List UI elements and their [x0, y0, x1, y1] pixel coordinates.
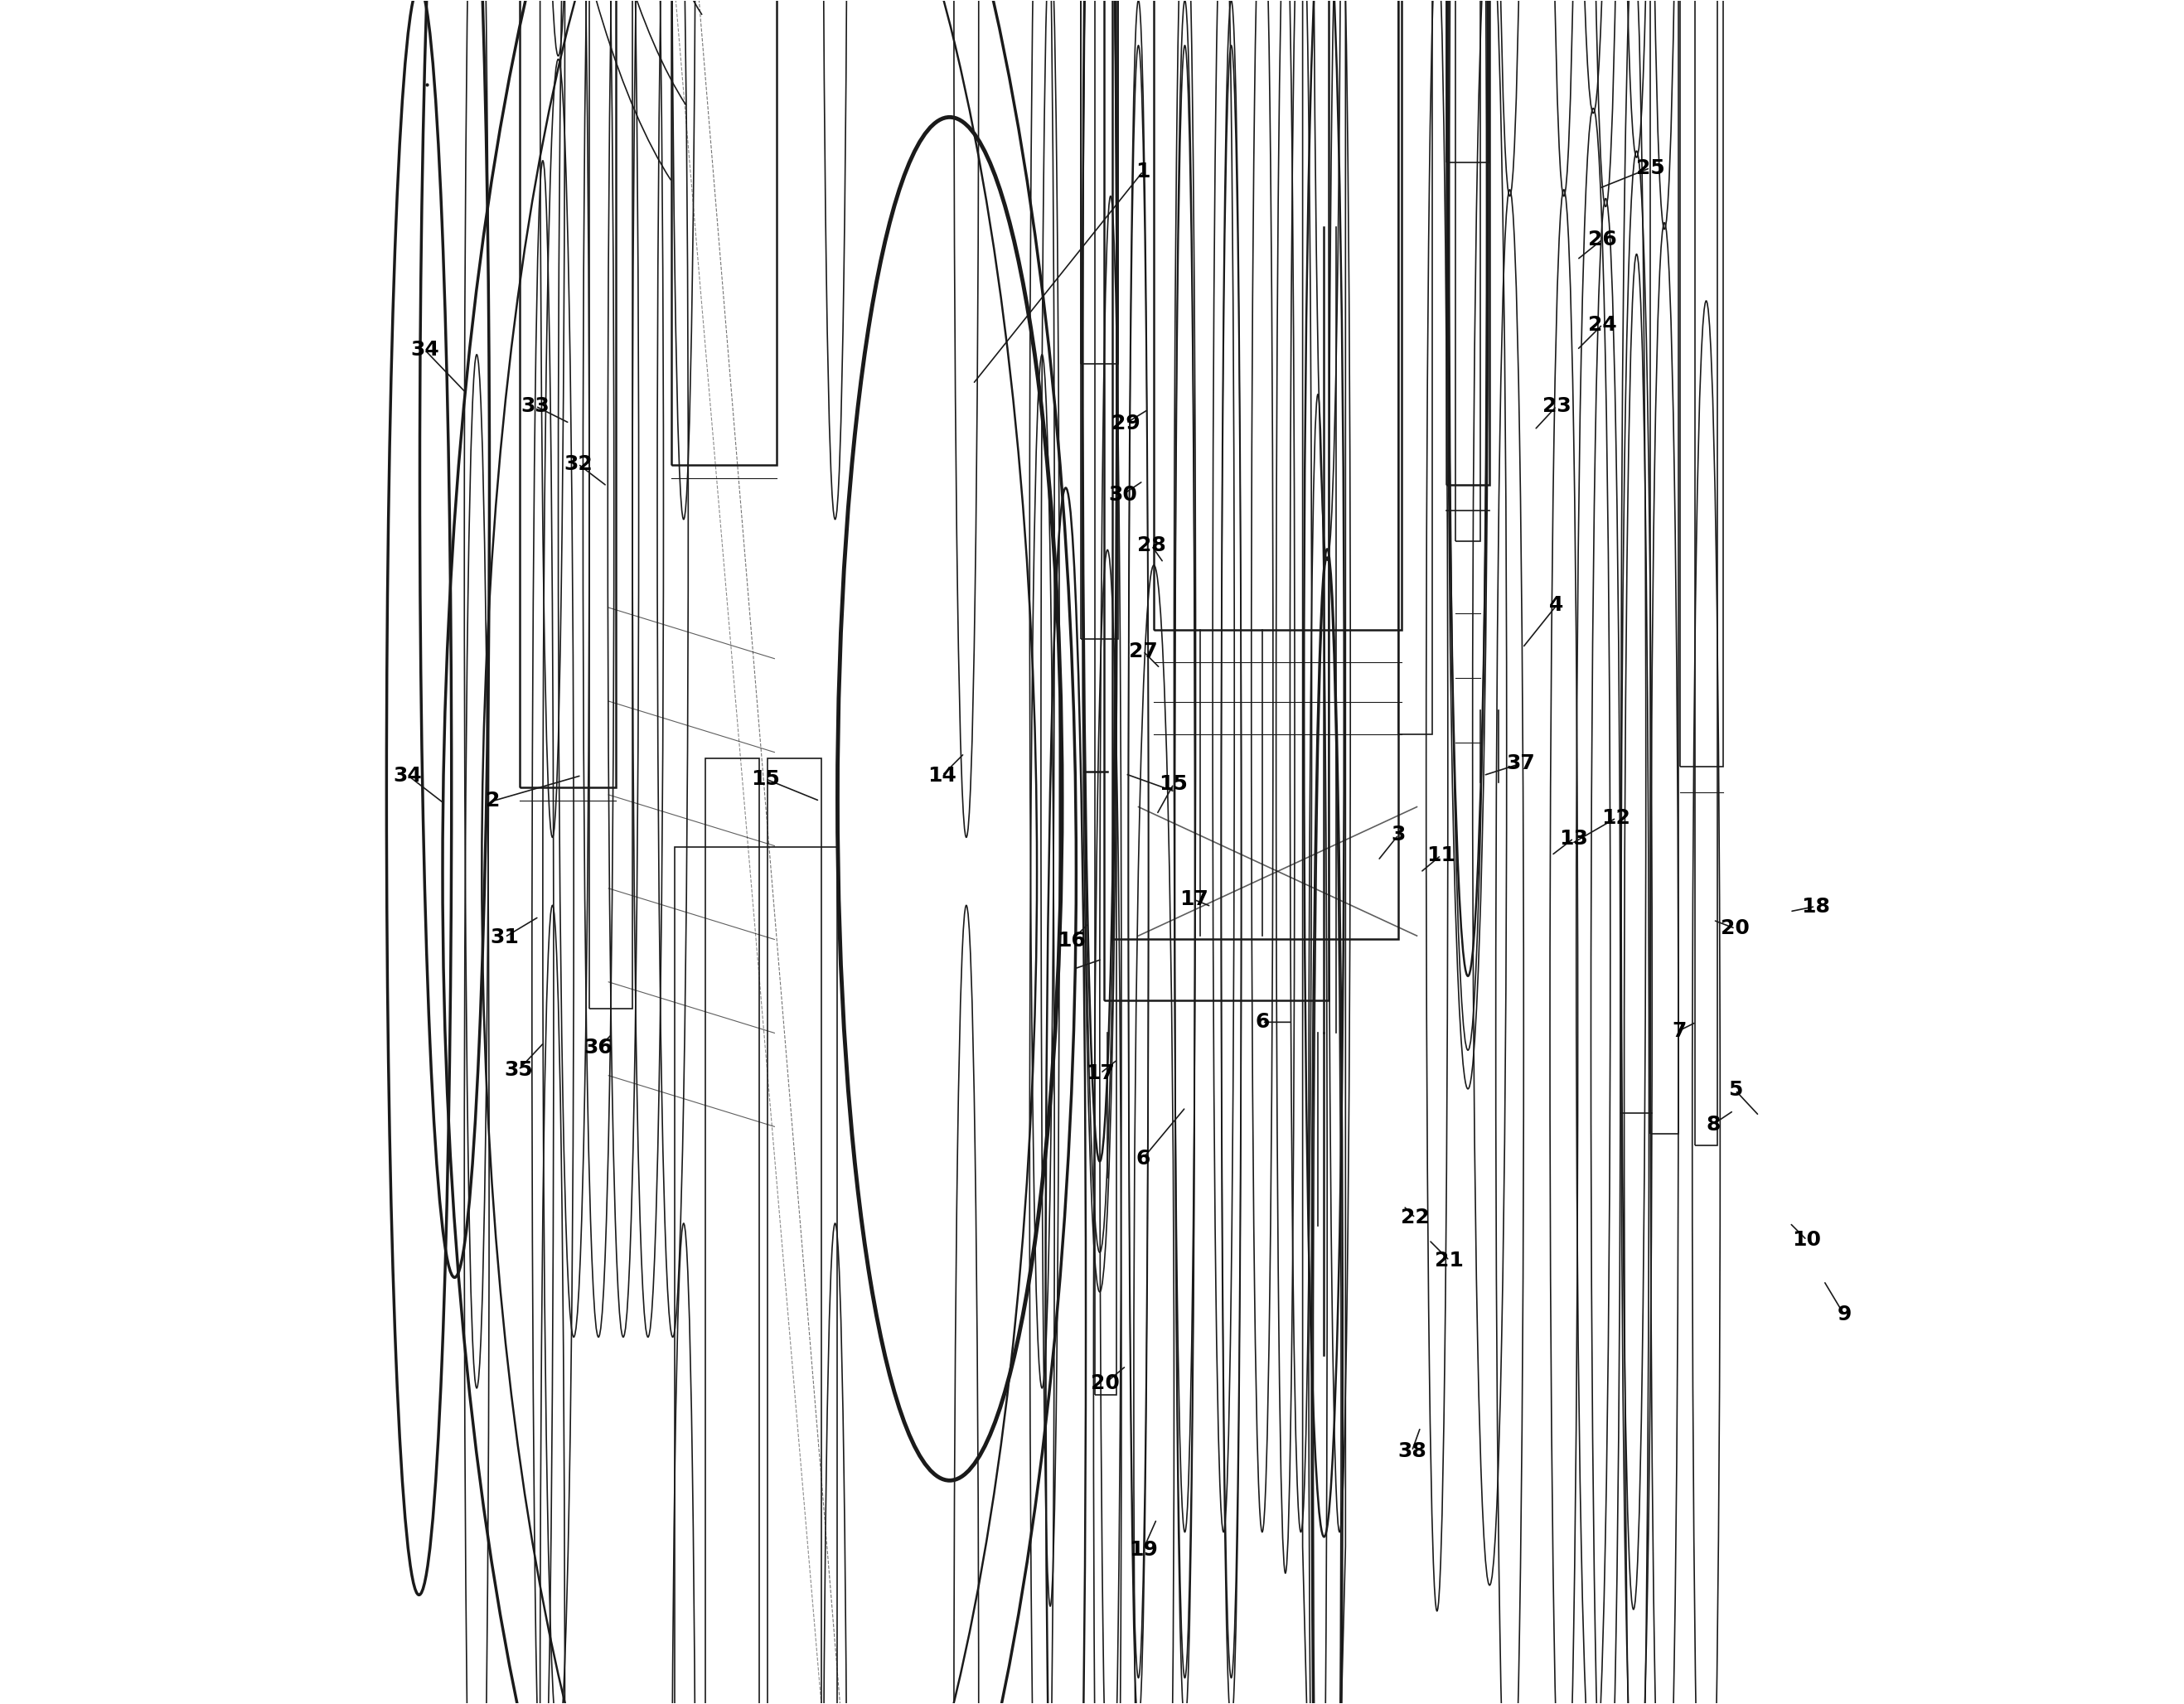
Text: 15: 15 [751, 769, 780, 789]
Text: 2: 2 [485, 791, 500, 811]
Text: 5: 5 [1728, 1080, 1743, 1101]
Text: 31: 31 [491, 927, 520, 947]
Text: 23: 23 [1542, 397, 1570, 416]
Text: 10: 10 [1793, 1230, 1821, 1251]
Text: 30: 30 [1107, 484, 1138, 504]
Text: 32: 32 [563, 453, 592, 474]
Text: 19: 19 [1129, 1540, 1158, 1559]
Text: 21: 21 [1435, 1251, 1463, 1271]
Text: 25: 25 [1636, 158, 1664, 177]
Text: 35: 35 [505, 1060, 533, 1080]
Text: 20: 20 [1092, 1373, 1120, 1392]
Text: 16: 16 [1057, 930, 1085, 951]
Text: 33: 33 [522, 397, 550, 416]
Text: 18: 18 [1802, 896, 1830, 917]
Text: 24: 24 [1588, 315, 1616, 334]
Text: 17: 17 [1085, 1063, 1116, 1084]
Text: 6: 6 [1136, 1148, 1151, 1169]
Text: 1: 1 [1136, 162, 1151, 181]
Text: 15: 15 [1160, 774, 1188, 794]
Text: 11: 11 [1426, 845, 1455, 866]
Text: 34: 34 [393, 765, 422, 786]
Text: 9: 9 [1837, 1305, 1852, 1324]
Text: 36: 36 [583, 1038, 614, 1058]
Text: 38: 38 [1398, 1442, 1426, 1460]
Text: 34: 34 [411, 341, 439, 360]
Text: 20: 20 [1721, 918, 1749, 939]
Text: 27: 27 [1129, 641, 1158, 661]
Text: 6: 6 [1256, 1012, 1269, 1033]
Text: 7: 7 [1673, 1021, 1686, 1041]
Text: 17: 17 [1179, 889, 1208, 910]
Text: 28: 28 [1138, 535, 1166, 556]
Text: 26: 26 [1588, 230, 1616, 249]
Text: 14: 14 [928, 765, 957, 786]
Text: 13: 13 [1559, 828, 1588, 849]
Text: 37: 37 [1507, 753, 1535, 774]
Text: 12: 12 [1601, 808, 1631, 828]
Text: 8: 8 [1706, 1114, 1721, 1135]
Text: 22: 22 [1400, 1208, 1431, 1229]
Text: 4: 4 [1548, 595, 1564, 615]
Text: 3: 3 [1391, 825, 1406, 845]
Text: 29: 29 [1112, 414, 1140, 433]
